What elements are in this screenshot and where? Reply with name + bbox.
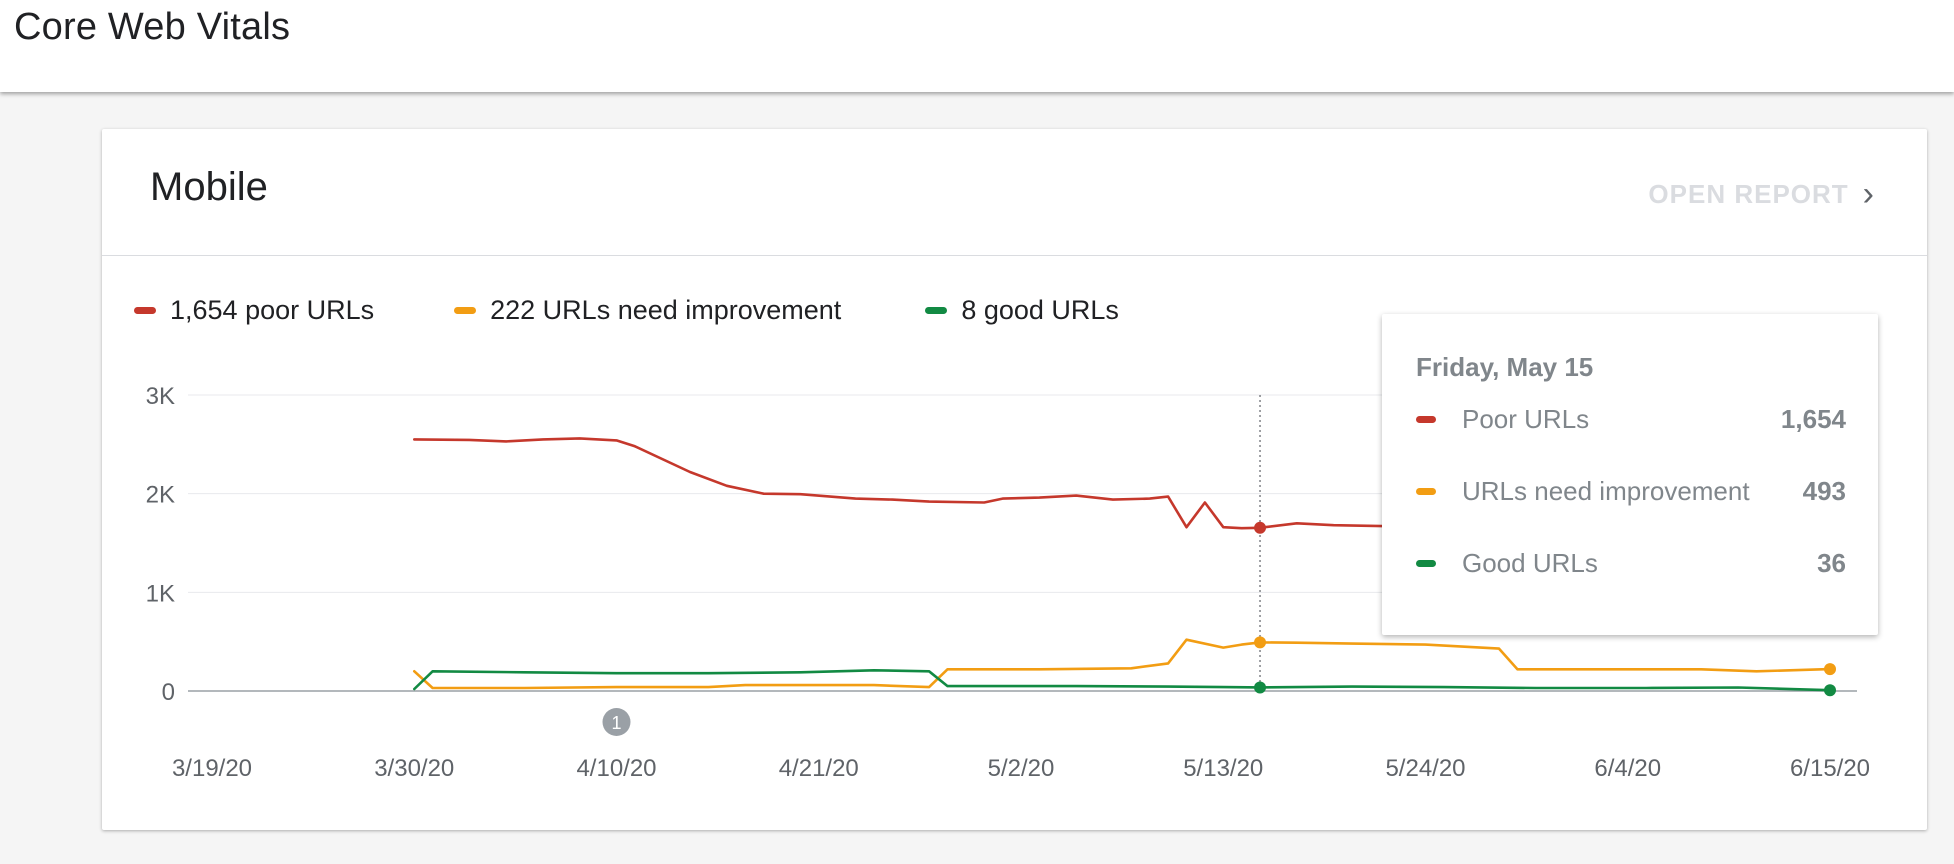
x-tick-label: 5/24/20: [1385, 755, 1465, 782]
tooltip-value-need-improvement: 493: [1802, 475, 1846, 506]
chevron-right-icon: ›: [1862, 175, 1875, 213]
tooltip-label-good: Good URLs: [1462, 547, 1598, 578]
tooltip-swatch-good: [1416, 559, 1436, 567]
x-tick-label: 4/21/20: [779, 755, 859, 782]
x-tick-label: 6/4/20: [1594, 755, 1661, 782]
series-line-good-urls: [412, 668, 1832, 692]
top-app-bar: Core Web Vitals: [0, 0, 1954, 92]
x-tick-label: 5/13/20: [1183, 755, 1263, 782]
hover-point-poor-urls: [1254, 521, 1267, 534]
chart-tooltip: Friday, May 15 Poor URLs 1,654 URLs need…: [1382, 314, 1878, 635]
y-tick-label: 1K: [146, 580, 175, 607]
tooltip-value-poor: 1,654: [1780, 403, 1846, 434]
y-tick-label: 2K: [146, 482, 175, 509]
x-tick-label: 6/15/20: [1790, 755, 1870, 782]
x-tick-label: 4/10/20: [576, 755, 656, 782]
open-report-button[interactable]: OPEN REPORT ›: [1648, 177, 1875, 211]
tooltip-swatch-poor: [1416, 415, 1436, 423]
tooltip-row-need-improvement: URLs need improvement 493: [1416, 474, 1846, 508]
annotation-marker-label: 1: [611, 713, 621, 733]
tooltip-row-poor: Poor URLs 1,654: [1416, 402, 1846, 436]
x-axis-ticks: 3/19/20 3/30/20 4/10/20 4/21/20 5/2/20 5/13/2…: [172, 755, 1870, 782]
legend-swatch-good: [925, 307, 948, 314]
tooltip-row-good: Good URLs 36: [1416, 546, 1846, 580]
hover-point-good-urls: [1254, 681, 1267, 694]
legend-label-poor: 1,654 poor URLs: [170, 295, 375, 325]
legend-swatch-poor: [134, 307, 156, 314]
tooltip-date: Friday, May 15: [1416, 352, 1594, 382]
page-title: Core Web Vitals: [14, 6, 291, 48]
legend-item-poor[interactable]: 1,654 poor URLs: [134, 295, 374, 326]
legend-swatch-need-improvement: [454, 307, 477, 314]
legend-item-good[interactable]: 8 good URLs: [925, 295, 1119, 326]
hover-point-urls-need-improvement: [1254, 636, 1267, 649]
chart-legend: 1,654 poor URLs 222 URLs need improvemen…: [134, 295, 1199, 326]
tooltip-swatch-need-improvement: [1416, 487, 1436, 495]
x-tick-label: 3/19/20: [172, 755, 252, 782]
annotation-marker[interactable]: [602, 708, 631, 736]
tooltip-label-poor: Poor URLs: [1462, 403, 1590, 434]
x-tick-label: 5/2/20: [988, 755, 1055, 782]
legend-label-need-improvement: 222 URLs need improvement: [490, 295, 842, 325]
end-point-good-urls: [1824, 684, 1836, 697]
mobile-chart-card: Mobile OPEN REPORT › 1,654 poor URLs 222…: [102, 129, 1927, 830]
tooltip-label-need-improvement: URLs need improvement: [1462, 475, 1750, 506]
legend-label-good: 8 good URLs: [961, 295, 1119, 325]
x-tick-label: 3/30/20: [374, 755, 454, 782]
chart-annotations[interactable]: 1: [602, 708, 631, 736]
card-title: Mobile: [150, 165, 268, 209]
y-tick-label: 0: [162, 679, 175, 706]
end-point-urls-need-improvement: [1824, 663, 1836, 676]
tooltip-value-good: 36: [1817, 547, 1846, 578]
card-header: Mobile OPEN REPORT ›: [102, 129, 1927, 256]
y-tick-label: 3K: [146, 383, 175, 410]
y-axis-ticks: 3K 2K 1K 0: [146, 383, 175, 706]
legend-item-need-improvement[interactable]: 222 URLs need improvement: [454, 295, 841, 326]
open-report-label: OPEN REPORT: [1648, 178, 1849, 209]
series-line-urls-need-improvement: [412, 638, 1832, 690]
